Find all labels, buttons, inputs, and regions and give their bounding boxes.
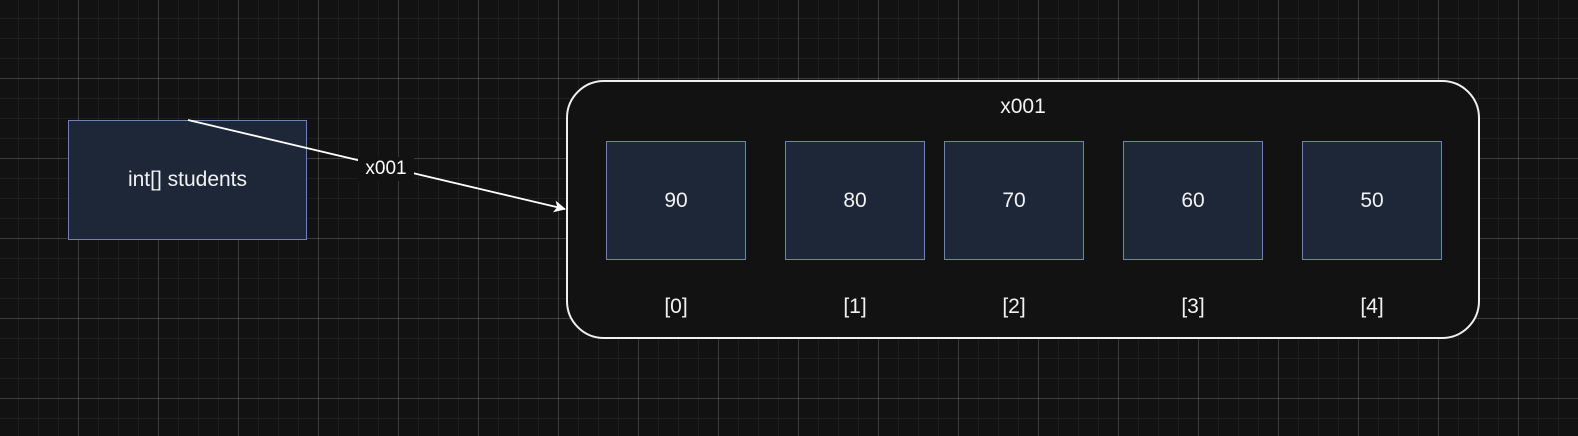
reference-edge-label: x001 <box>358 157 414 181</box>
array-cell-value: 50 <box>1360 188 1384 212</box>
array-index-4: [4] <box>1360 295 1384 318</box>
array-cell-0[interactable]: 90 <box>606 141 746 260</box>
variable-label: int[] students <box>127 168 248 191</box>
array-cell-4[interactable]: 50 <box>1302 141 1442 260</box>
array-index-1: [1] <box>843 295 867 318</box>
variable-box[interactable]: int[] students <box>68 120 307 240</box>
array-index-3: [3] <box>1181 295 1205 318</box>
array-cell-value: 90 <box>664 188 688 212</box>
array-cell-2[interactable]: 70 <box>944 141 1084 260</box>
array-address-title: x001 <box>1000 95 1046 118</box>
array-container[interactable]: x001 90 80 70 60 50 [0] [1] [2] [3] [4] <box>566 80 1480 339</box>
array-cell-3[interactable]: 60 <box>1123 141 1263 260</box>
array-index-0: [0] <box>664 295 688 318</box>
array-index-2: [2] <box>1002 295 1026 318</box>
array-cell-value: 80 <box>843 188 867 212</box>
array-cell-value: 70 <box>1002 188 1026 212</box>
array-cell-1[interactable]: 80 <box>785 141 925 260</box>
array-cell-value: 60 <box>1181 188 1205 212</box>
